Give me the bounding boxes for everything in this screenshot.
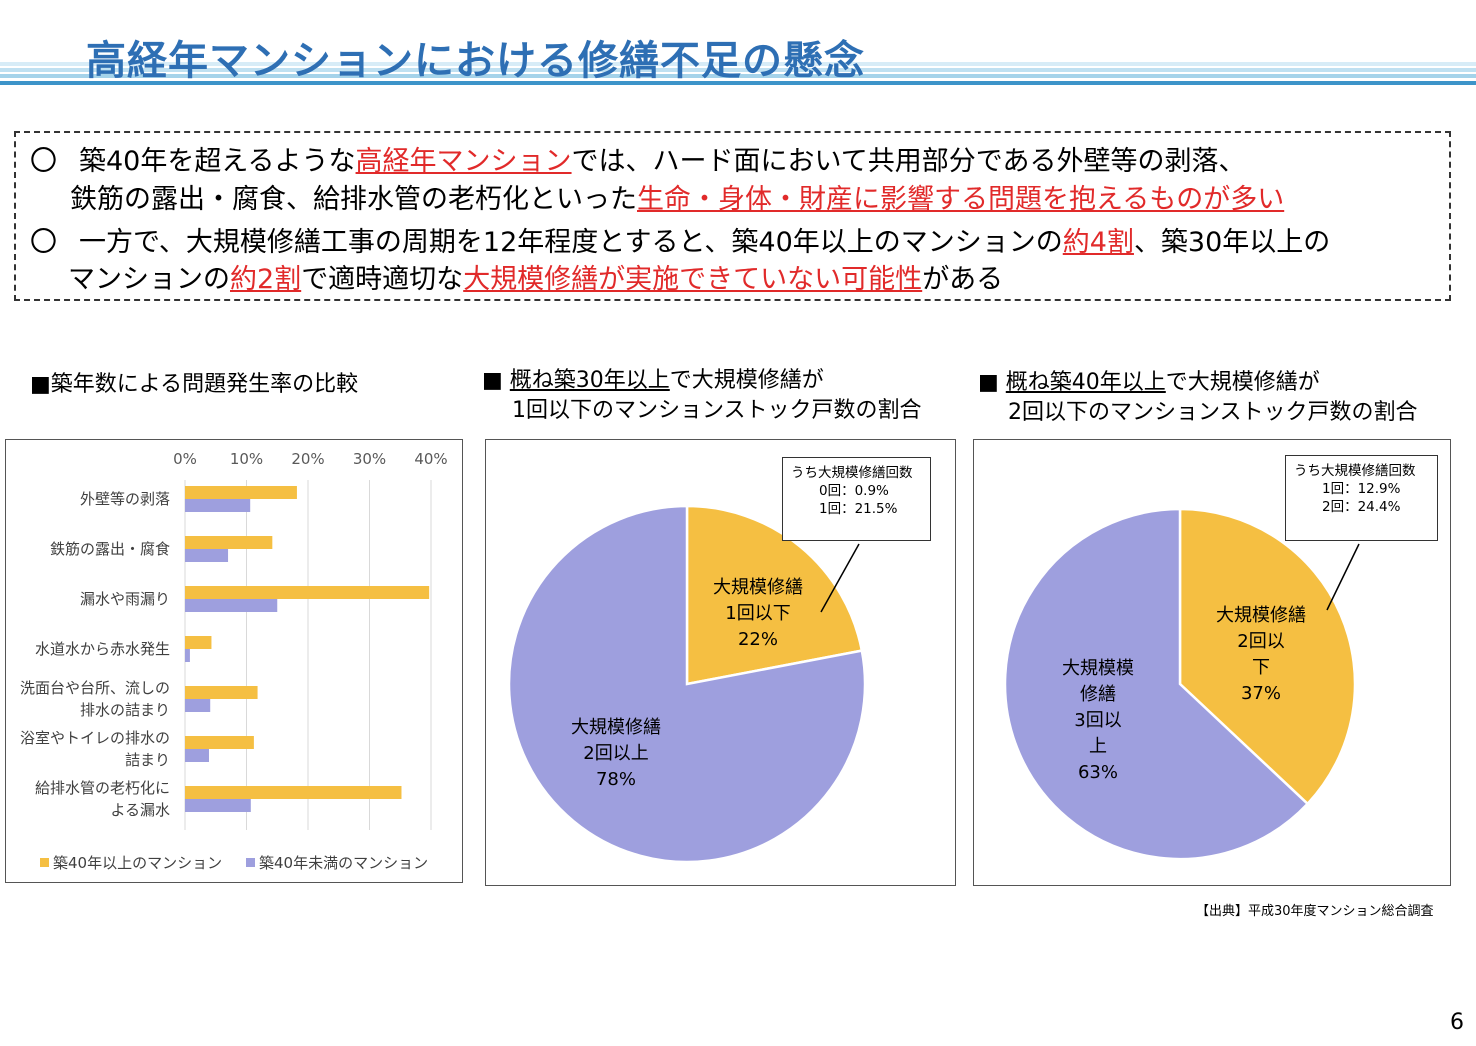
- title-stripe: [0, 68, 1476, 72]
- x-tick-label: 30%: [353, 450, 386, 468]
- highlight-text: 高経年マンション: [355, 146, 572, 177]
- slice-label: 22%: [738, 629, 778, 650]
- x-tick-label: 40%: [414, 450, 447, 468]
- slice-label: 2回以: [1237, 631, 1284, 652]
- x-tick-label: 20%: [291, 450, 324, 468]
- slice-label: 上: [1089, 736, 1107, 757]
- category-label: 詰まり: [125, 751, 170, 769]
- category-label: 外壁等の剥落: [80, 490, 170, 508]
- bar-under40: [185, 549, 229, 562]
- leader-line: [820, 543, 860, 613]
- legend-label: 築40年未満のマンション: [259, 854, 428, 872]
- highlight-text: 約4割: [1062, 227, 1134, 258]
- slice-label: 大規模修繕: [571, 717, 661, 738]
- category-label: よる漏水: [110, 801, 170, 819]
- category-label: 漏水や雨漏り: [80, 590, 170, 608]
- pie2-panel: 大規模修繕 2回以下 37% 大規模模修繕 3回以上 63%: [973, 439, 1451, 886]
- title-stripe: [0, 62, 1476, 66]
- bar-under40: [185, 699, 211, 712]
- bar-chart-title: ■築年数による問題発生率の比較: [30, 372, 359, 397]
- pie1-callout: うち大規模修繕回数 0回：0.9% 1回：21.5%: [782, 457, 931, 541]
- legend-swatch: [40, 858, 49, 867]
- highlight-text: 約2割: [230, 264, 302, 295]
- summary-point1-line2: 鉄筋の露出・腐食、給排水管の老朽化といった生命・身体・財産に影響する問題を抱える…: [70, 184, 1285, 215]
- title-stripe: [0, 74, 1476, 78]
- bar-under40: [185, 749, 209, 762]
- title-band: 高経年マンションにおける修繕不足の懸念: [0, 0, 1476, 92]
- bar-over40: [185, 686, 258, 699]
- pie-slice: [1003, 507, 1310, 861]
- leader-line: [1326, 543, 1360, 611]
- pie-chart-1: 大規模修繕 1回以下 22% 大規模修繕 2回以上 78%: [507, 504, 867, 864]
- slice-label: 下: [1252, 657, 1270, 678]
- summary-point2-line2: マンションの約2割で適時適切な大規模修繕が実施できていない可能性がある: [68, 264, 1004, 295]
- bar-over40: [185, 486, 297, 499]
- slice-label: 63%: [1078, 762, 1118, 783]
- slice-label: 大規模模: [1062, 658, 1134, 679]
- bar-under40: [185, 649, 190, 662]
- bar-under40: [185, 799, 251, 812]
- page-number: 6: [1450, 1010, 1464, 1035]
- pie1-title: ■ 概ね築30年以上で大規模修繕が 1回以下のマンションストック戸数の割合: [482, 368, 922, 423]
- slice-label: 大規模修繕: [713, 577, 803, 598]
- bar-chart: 0% 10% 20% 30% 40% 外壁等の剥落鉄筋の露出・腐食漏水や雨漏り水道水から赤…: [20, 450, 448, 872]
- pie-slice: [1178, 507, 1357, 806]
- pie-slice: [685, 504, 864, 686]
- legend-label: 築40年以上のマンション: [53, 854, 222, 872]
- bar-under40: [185, 599, 278, 612]
- category-label: 浴室やトイレの排水の: [20, 729, 170, 747]
- pie2-callout: うち大規模修繕回数 1回：12.9% 2回：24.4%: [1285, 455, 1438, 541]
- bar-over40: [185, 636, 212, 649]
- category-label: 排水の詰まり: [80, 701, 170, 719]
- slice-label: 1回以下: [725, 603, 790, 624]
- slice-label: 37%: [1241, 683, 1281, 704]
- slice-label: 3回以: [1074, 710, 1121, 731]
- slice-label: 修繕: [1080, 684, 1116, 705]
- highlight-text: 生命・身体・財産に影響する問題を抱えるものが多い: [637, 184, 1285, 215]
- page-title: 高経年マンションにおける修繕不足の懸念: [86, 38, 865, 84]
- pie2-title: ■ 概ね築40年以上で大規模修繕が 2回以下のマンションストック戸数の割合: [978, 370, 1418, 425]
- bar-over40: [185, 536, 273, 549]
- pie-slice: [507, 504, 867, 864]
- slice-label: 2回以上: [583, 743, 648, 764]
- bar-under40: [185, 499, 251, 512]
- slice-label: 78%: [596, 769, 636, 790]
- legend-swatch: [246, 858, 255, 867]
- summary-point1-line1: 〇築40年を超えるような高経年マンションでは、ハード面において共用部分である外壁…: [30, 146, 1246, 177]
- bullet-circle: 〇: [30, 227, 57, 258]
- category-label: 洗面台や台所、流しの: [20, 679, 170, 697]
- bar-over40: [185, 586, 430, 599]
- category-label: 水道水から赤水発生: [35, 640, 170, 658]
- x-tick-label: 10%: [230, 450, 263, 468]
- summary-box: 〇築40年を超えるような高経年マンションでは、ハード面において共用部分である外壁…: [14, 131, 1451, 301]
- bar-over40: [185, 786, 402, 799]
- category-label: 鉄筋の露出・腐食: [50, 540, 170, 558]
- title-underline: [0, 81, 1476, 85]
- x-tick-label: 0%: [173, 450, 197, 468]
- bullet-circle: 〇: [30, 146, 57, 177]
- bar-over40: [185, 736, 254, 749]
- summary-point2-line1: 〇一方で、大規模修繕工事の周期を12年程度とすると、築40年以上のマンションの約…: [30, 227, 1331, 258]
- source-note: 【出典】平成30年度マンション総合調査: [1196, 904, 1434, 919]
- category-label: 給排水管の老朽化に: [35, 779, 170, 797]
- slice-label: 大規模修繕: [1216, 605, 1306, 626]
- bar-chart-panel: 0% 10% 20% 30% 40% 外壁等の剥落鉄筋の露出・腐食漏水や雨漏り水道水から赤…: [5, 439, 463, 883]
- highlight-text: 大規模修繕が実施できていない可能性: [463, 264, 923, 295]
